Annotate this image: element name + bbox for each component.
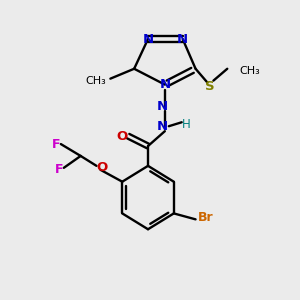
- Text: F: F: [55, 163, 63, 176]
- Text: N: N: [156, 100, 167, 113]
- Text: Br: Br: [198, 211, 213, 224]
- Text: CH₃: CH₃: [239, 66, 260, 76]
- Text: O: O: [117, 130, 128, 142]
- Text: F: F: [52, 138, 60, 151]
- Text: H: H: [182, 118, 191, 131]
- Text: N: N: [142, 32, 154, 46]
- Text: N: N: [156, 120, 167, 133]
- Text: N: N: [177, 32, 188, 46]
- Text: O: O: [97, 161, 108, 174]
- Text: N: N: [159, 78, 170, 91]
- Text: S: S: [205, 80, 214, 93]
- Text: CH₃: CH₃: [86, 76, 106, 85]
